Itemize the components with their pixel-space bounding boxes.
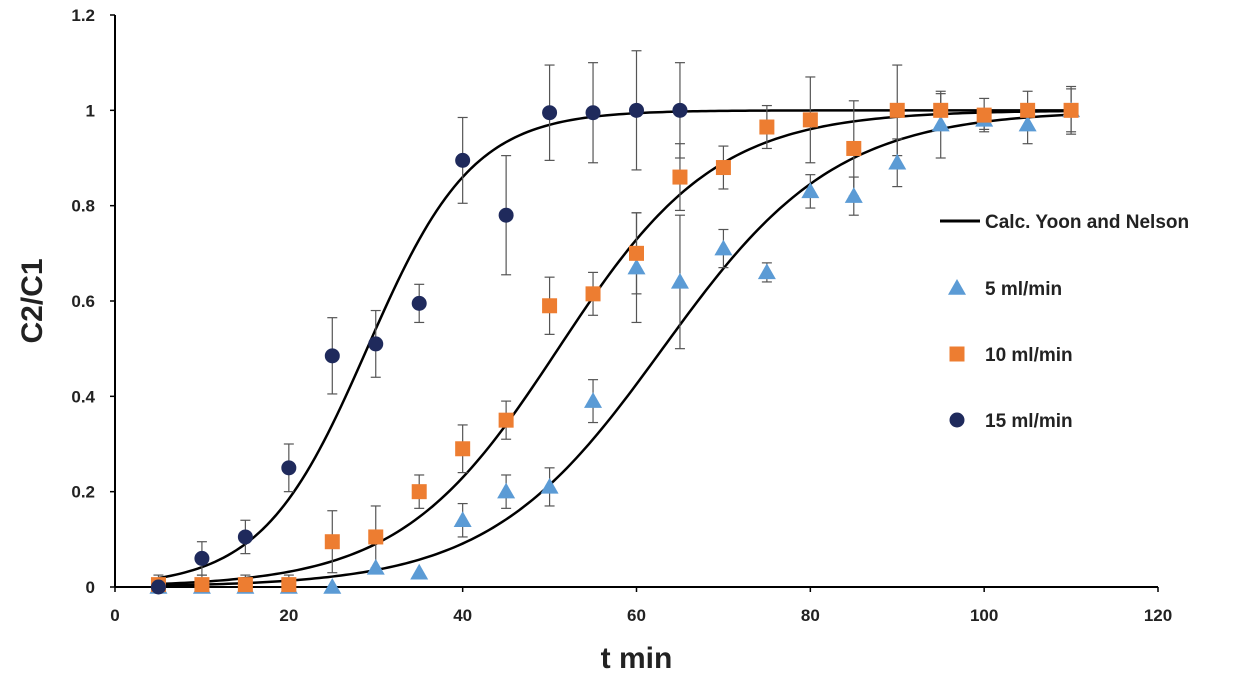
legend-triangle-swatch [948, 279, 966, 295]
x-tick-label: 0 [110, 606, 119, 625]
legend-series-label: 10 ml/min [985, 345, 1073, 366]
y-tick-label: 0.6 [71, 292, 95, 311]
square-point [715, 160, 731, 176]
square-point [237, 577, 253, 593]
y-tick-label: 0 [86, 578, 95, 597]
triangle-point [497, 482, 516, 499]
circle-point [542, 105, 558, 121]
square-point [324, 534, 340, 550]
legend-fit-label: Calc. Yoon and Nelson [985, 212, 1189, 233]
legend-series-label: 5 ml/min [985, 279, 1062, 300]
triangle-point [931, 115, 950, 132]
square-point [411, 484, 427, 500]
triangle-point [714, 239, 733, 256]
triangle-point [670, 272, 689, 289]
square-point [672, 169, 688, 185]
circle-point [455, 152, 471, 168]
square-point [368, 529, 384, 545]
legend-circle-swatch [949, 412, 965, 428]
square-point [846, 140, 862, 156]
x-tick-label: 40 [453, 606, 472, 625]
square-point [281, 577, 297, 593]
x-tick-label: 20 [279, 606, 298, 625]
square-point [1020, 102, 1036, 118]
axes: 0 20 40 60 80 100 120 0 0.2 0.4 0.6 0.8 1 1.2 t min C2/… [16, 6, 1172, 673]
y-tick-label: 0.8 [71, 197, 95, 216]
y-axis-title: C2/C1 [16, 258, 49, 343]
square-point [585, 286, 601, 302]
circle-point [672, 102, 688, 118]
square-point [1063, 102, 1079, 118]
circle-point [281, 460, 297, 476]
square-point [542, 298, 558, 314]
circle-point [194, 550, 210, 566]
square-point [976, 107, 992, 123]
triangle-point [844, 187, 863, 203]
square-point [802, 112, 818, 128]
square-point [455, 441, 471, 457]
square-point [629, 245, 644, 261]
legend-series-label: 15 ml/min [985, 411, 1073, 432]
circle-point [498, 207, 514, 223]
triangle-point [323, 578, 342, 594]
triangle-point [757, 263, 776, 280]
triangle-point [801, 182, 820, 199]
legend: Calc. Yoon and Nelson 5 ml/min 10 ml/min 15… [940, 212, 1189, 432]
circle-point [237, 529, 253, 545]
y-tick-label: 0.2 [71, 483, 95, 502]
triangle-point [366, 558, 385, 575]
y-tick-label: 1.2 [71, 6, 95, 25]
data-points [149, 101, 1081, 595]
square-point [933, 102, 949, 118]
x-axis-title: t min [601, 642, 673, 673]
square-point [759, 119, 775, 135]
triangle-point [540, 477, 559, 494]
y-tick-label: 1 [86, 101, 95, 120]
fit-curves [158, 109, 1072, 587]
legend-square-swatch [949, 346, 965, 362]
square-point [889, 102, 905, 118]
triangle-point [1018, 115, 1037, 132]
x-tick-label: 60 [627, 606, 646, 625]
triangle-point [627, 258, 646, 275]
circle-point [150, 579, 166, 595]
fit-curve-line [158, 109, 1072, 586]
x-tick-label: 100 [970, 606, 998, 625]
x-tick-label: 120 [1144, 606, 1172, 625]
circle-point [368, 336, 384, 352]
circle-point [585, 105, 601, 121]
square-point [194, 577, 210, 593]
square-point [498, 412, 514, 428]
triangle-point [584, 392, 603, 408]
x-tick-label: 80 [801, 606, 820, 625]
triangle-point [410, 563, 429, 580]
y-tick-label: 0.4 [71, 387, 95, 406]
circle-point [629, 102, 644, 118]
circle-point [411, 295, 427, 311]
triangle-point [888, 153, 907, 170]
fit-curve-line [158, 109, 1072, 580]
circle-point [324, 348, 340, 364]
fit-curve-line [158, 113, 1072, 587]
triangle-point [453, 511, 472, 528]
